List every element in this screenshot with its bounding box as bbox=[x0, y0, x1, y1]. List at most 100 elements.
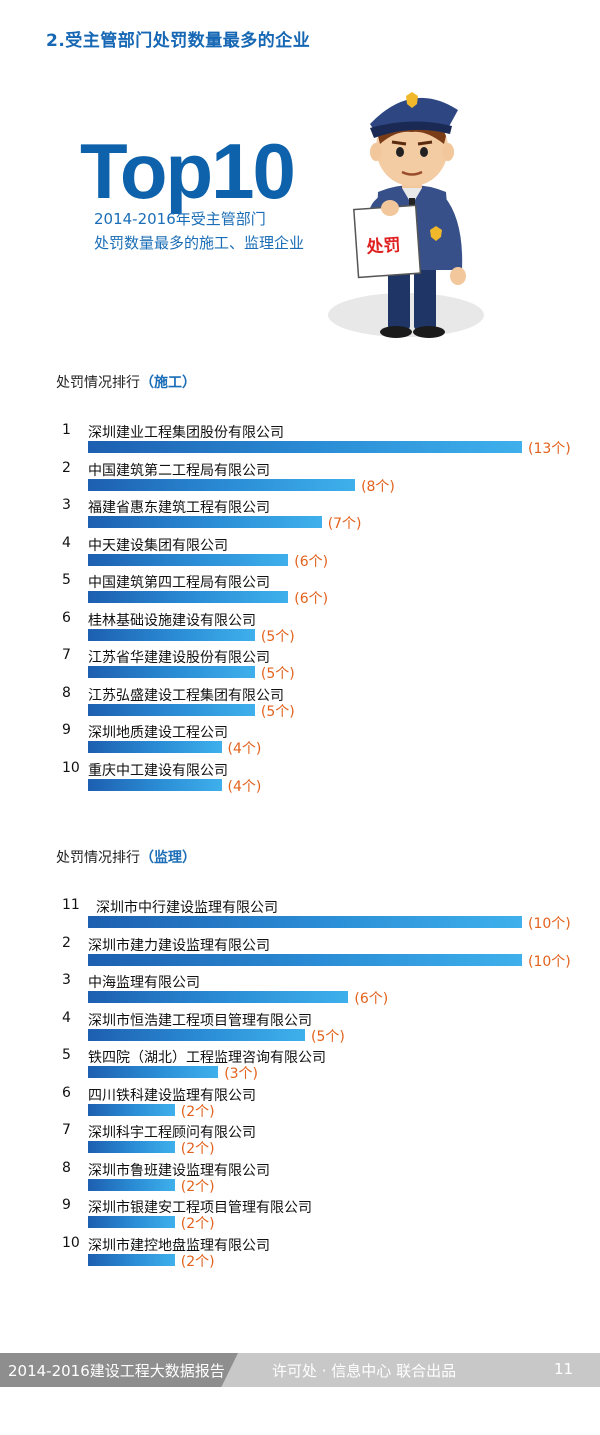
bar bbox=[88, 516, 322, 528]
company-name: 深圳地质建设工程公司 bbox=[88, 725, 228, 741]
bar bbox=[88, 1028, 305, 1041]
value-label: (7个) bbox=[327, 516, 362, 532]
bar bbox=[88, 666, 255, 678]
rank-label: 8 bbox=[62, 1159, 71, 1176]
rank-label: 4 bbox=[62, 534, 71, 551]
value-label: (2个) bbox=[180, 1103, 215, 1120]
chart-row: 4 深圳市恒浩建工程项目管理有限公司 (5个) bbox=[0, 1009, 600, 1045]
rank-label: 10 bbox=[62, 1234, 80, 1251]
chart-row: 7 深圳科宇工程顾问有限公司 (2个) bbox=[0, 1122, 600, 1157]
value-label: (10个) bbox=[528, 953, 571, 970]
bar bbox=[88, 1066, 219, 1078]
company-name: 中国建筑第四工程局有限公司 bbox=[88, 575, 270, 591]
bar bbox=[88, 591, 289, 603]
value-label: (4个) bbox=[227, 778, 262, 795]
police-officer-illustration: 处罚 bbox=[328, 92, 484, 338]
company-name: 深圳市银建安工程项目管理有限公司 bbox=[88, 1200, 312, 1216]
rank-label: 4 bbox=[62, 1009, 71, 1026]
value-label: (5个) bbox=[260, 628, 295, 645]
value-label: (6个) bbox=[294, 553, 329, 570]
company-name: 江苏省华建建设股份有限公司 bbox=[88, 650, 270, 666]
value-label: (2个) bbox=[180, 1253, 215, 1270]
value-label: (6个) bbox=[354, 991, 389, 1007]
company-name: 中国建筑第二工程局有限公司 bbox=[88, 462, 270, 479]
bar bbox=[88, 553, 289, 566]
chart-row: 11 深圳市中行建设监理有限公司 (10个) bbox=[0, 897, 600, 932]
company-name: 深圳市建力建设监理有限公司 bbox=[88, 937, 270, 954]
value-label: (8个) bbox=[361, 478, 395, 495]
company-name: 江苏弘盛建设工程集团有限公司 bbox=[88, 687, 284, 704]
bar bbox=[88, 953, 522, 966]
value-label: (2个) bbox=[180, 1178, 215, 1195]
chart-label-prefix: 处罚情况排行 bbox=[56, 850, 140, 866]
rank-label: 6 bbox=[62, 609, 71, 626]
value-label: (3个) bbox=[224, 1066, 259, 1082]
company-name: 深圳市鲁班建设监理有限公司 bbox=[88, 1162, 270, 1179]
value-label: (5个) bbox=[260, 666, 295, 682]
value-label: (5个) bbox=[311, 1028, 345, 1045]
footer-report-title: 2014-2016建设工程大数据报告 bbox=[8, 1362, 225, 1380]
rank-label: 3 bbox=[62, 972, 71, 988]
rank-label: 9 bbox=[62, 1197, 71, 1213]
value-label: (5个) bbox=[260, 703, 295, 720]
company-name: 重庆中工建设有限公司 bbox=[88, 762, 228, 779]
chart-row: 6 四川铁科建设监理有限公司 (2个) bbox=[0, 1084, 600, 1120]
bar bbox=[88, 478, 356, 491]
rank-label: 2 bbox=[62, 459, 71, 476]
bar bbox=[88, 703, 255, 716]
chart-label-supervision: 处罚情况排行（监理） bbox=[56, 847, 196, 867]
company-name: 深圳建业工程集团股份有限公司 bbox=[88, 425, 284, 441]
bar bbox=[88, 1216, 175, 1228]
footer-left-panel bbox=[0, 1353, 238, 1387]
bar bbox=[88, 1141, 175, 1153]
rank-label: 8 bbox=[62, 684, 71, 701]
chart-row: 3 中海监理有限公司 (6个) bbox=[0, 972, 600, 1007]
company-name: 中海监理有限公司 bbox=[88, 975, 200, 991]
chart-row: 8 深圳市鲁班建设监理有限公司 (2个) bbox=[0, 1159, 600, 1195]
chart-row: 5 中国建筑第四工程局有限公司 (6个) bbox=[0, 572, 600, 607]
chart-row: 2 深圳市建力建设监理有限公司 (10个) bbox=[0, 934, 600, 970]
rank-label: 5 bbox=[62, 572, 71, 588]
chart-label-highlight: （施工） bbox=[140, 375, 196, 391]
value-label: (13个) bbox=[528, 441, 571, 457]
subtitle-line1: 2014-2016年受主管部门 bbox=[94, 210, 266, 228]
rank-label: 5 bbox=[62, 1047, 71, 1063]
rank-label: 6 bbox=[62, 1084, 71, 1101]
bar bbox=[88, 991, 349, 1003]
chart-row: 9 深圳地质建设工程公司 (4个) bbox=[0, 722, 600, 757]
rank-label: 10 bbox=[62, 759, 80, 776]
chart-row: 9 深圳市银建安工程项目管理有限公司 (2个) bbox=[0, 1197, 600, 1232]
company-name: 深圳市恒浩建工程项目管理有限公司 bbox=[88, 1012, 312, 1029]
chart-label-prefix: 处罚情况排行 bbox=[56, 375, 140, 391]
footer-bar: 2014-2016建设工程大数据报告 许可处 · 信息中心 联合出品 11 bbox=[0, 1353, 600, 1387]
company-name: 桂林基础设施建设有限公司 bbox=[88, 612, 256, 629]
rank-label: 2 bbox=[62, 934, 71, 951]
bar bbox=[88, 778, 222, 791]
rank-label: 11 bbox=[62, 897, 80, 913]
value-label: (10个) bbox=[528, 916, 571, 932]
section-title: 2.受主管部门处罚数量最多的企业 bbox=[46, 31, 311, 51]
chart-row: 8 江苏弘盛建设工程集团有限公司 (5个) bbox=[0, 684, 600, 720]
subtitle-line2: 处罚数量最多的施工、监理企业 bbox=[94, 234, 305, 252]
value-label: (6个) bbox=[294, 591, 329, 607]
value-label: (2个) bbox=[180, 1141, 215, 1157]
chart-row: 6 桂林基础设施建设有限公司 (5个) bbox=[0, 609, 600, 645]
rank-label: 3 bbox=[62, 497, 71, 513]
chart-row: 2 中国建筑第二工程局有限公司 (8个) bbox=[0, 459, 600, 495]
bar bbox=[88, 741, 222, 753]
chart-label-highlight: （监理） bbox=[140, 850, 196, 866]
stamp-text: 处罚 bbox=[365, 234, 401, 257]
bar bbox=[88, 916, 522, 928]
company-name: 深圳市建控地盘监理有限公司 bbox=[88, 1237, 270, 1254]
bar bbox=[88, 1103, 175, 1116]
bar bbox=[88, 628, 255, 641]
chart-row: 4 中天建设集团有限公司 (6个) bbox=[0, 534, 600, 570]
rank-label: 7 bbox=[62, 1122, 71, 1138]
company-name: 福建省惠东建筑工程有限公司 bbox=[88, 500, 270, 516]
chart-label-construction: 处罚情况排行（施工） bbox=[56, 372, 196, 392]
bar bbox=[88, 1253, 175, 1266]
company-name: 深圳市中行建设监理有限公司 bbox=[96, 900, 278, 916]
bar bbox=[88, 441, 522, 453]
